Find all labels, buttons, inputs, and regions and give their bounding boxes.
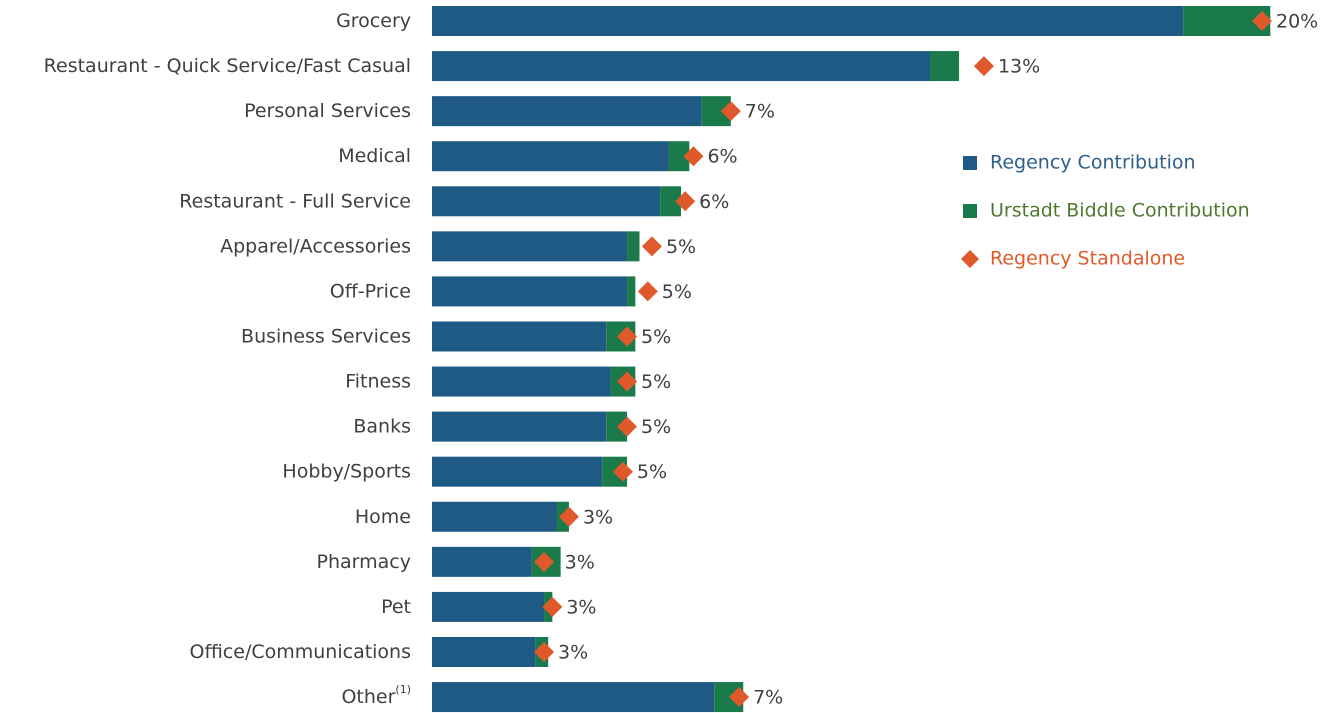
value-label: 3% (558, 641, 588, 663)
category-name: Pet (381, 595, 411, 617)
bar-segment (432, 321, 607, 352)
bar-segment (432, 682, 715, 713)
value-label: 3% (565, 551, 595, 573)
bar-segment (432, 636, 536, 667)
value-label: 13% (998, 56, 1040, 78)
category-label: Medical (338, 145, 411, 167)
standalone-marker (617, 416, 638, 437)
bar-segment (432, 456, 603, 487)
category-label: Business Services (241, 325, 411, 347)
standalone-marker (1252, 11, 1272, 31)
standalone-marker (612, 461, 633, 482)
value-label: 3% (566, 596, 596, 618)
standalone-marker (720, 101, 741, 122)
standalone-marker (637, 281, 658, 302)
value-label: 7% (745, 101, 775, 123)
standalone-marker (675, 191, 696, 212)
bar-segment (627, 276, 636, 307)
bar-segment (432, 276, 628, 307)
category-label: Hobby/Sports (282, 460, 411, 482)
standalone-marker (534, 551, 555, 572)
standalone-marker (973, 56, 994, 77)
bar-segment (432, 591, 545, 622)
category-label: Fitness (345, 370, 411, 392)
category-label: Off-Price (330, 280, 411, 302)
category-label: Home (355, 505, 411, 527)
category-label: Banks (353, 415, 411, 437)
category-label: Apparel/Accessories (220, 235, 411, 257)
footnote-mark: (1) (395, 683, 411, 696)
category-name: Banks (353, 415, 411, 437)
category-label: Restaurant - Quick Service/Fast Casual (44, 55, 411, 77)
bar-segment (432, 501, 557, 532)
standalone-marker (641, 236, 662, 257)
value-label: 5% (641, 326, 671, 348)
bar-segment (668, 141, 690, 172)
category-name: Office/Communications (189, 640, 411, 662)
standalone-marker (729, 687, 750, 708)
value-label: 7% (753, 687, 783, 709)
bar-segment (432, 141, 669, 172)
value-label: 5% (637, 461, 667, 483)
value-label: 6% (707, 146, 737, 168)
category-name: Business Services (241, 325, 411, 347)
bar-segment (432, 546, 532, 577)
category-name: Other (341, 686, 395, 708)
category-label: Other(1) (341, 683, 411, 708)
bar-segment (432, 366, 611, 397)
category-label: Office/Communications (189, 640, 411, 662)
category-name: Pharmacy (317, 550, 411, 572)
standalone-marker (683, 146, 704, 167)
bar-segment (660, 186, 681, 217)
bar-segment (432, 96, 702, 127)
bar-segment (432, 6, 1184, 36)
legend-marker (961, 250, 979, 268)
value-label: 3% (583, 506, 613, 528)
value-label: 6% (699, 191, 729, 213)
standalone-marker (617, 326, 638, 347)
legend-marker (963, 204, 977, 218)
category-label: Restaurant - Full Service (179, 190, 411, 212)
category-name: Fitness (345, 370, 411, 392)
bar-segment (432, 231, 628, 262)
category-name: Apparel/Accessories (220, 235, 411, 257)
value-label: 5% (641, 371, 671, 393)
legend-marker (963, 156, 977, 170)
category-label: Grocery (336, 10, 411, 32)
standalone-marker (534, 641, 555, 662)
category-label: Personal Services (244, 100, 411, 122)
category-name: Home (355, 505, 411, 527)
bar-segment (627, 231, 640, 262)
legend-label: Regency Standalone (990, 248, 1185, 270)
category-label: Pet (381, 595, 411, 617)
bar-segment (930, 51, 960, 82)
standalone-marker (617, 371, 638, 392)
standalone-marker (542, 596, 563, 617)
category-name: Restaurant - Full Service (179, 190, 411, 212)
standalone-marker (558, 506, 579, 527)
category-name: Off-Price (330, 280, 411, 302)
value-label: 5% (641, 416, 671, 438)
bar-segment (432, 186, 661, 217)
value-label: 20% (1276, 11, 1318, 33)
category-name: Medical (338, 145, 411, 167)
bar-segment (432, 51, 930, 82)
category-label: Pharmacy (317, 550, 411, 572)
legend-label: Regency Contribution (990, 152, 1196, 174)
category-name: Personal Services (244, 100, 411, 122)
value-label: 5% (662, 281, 692, 303)
legend-label: Urstadt Biddle Contribution (990, 200, 1250, 222)
value-label: 5% (666, 236, 696, 258)
bar-segment (432, 411, 607, 442)
category-name: Hobby/Sports (282, 460, 411, 482)
category-name: Grocery (336, 10, 411, 32)
category-name: Restaurant - Quick Service/Fast Casual (44, 55, 411, 77)
bar-segment (606, 411, 628, 442)
